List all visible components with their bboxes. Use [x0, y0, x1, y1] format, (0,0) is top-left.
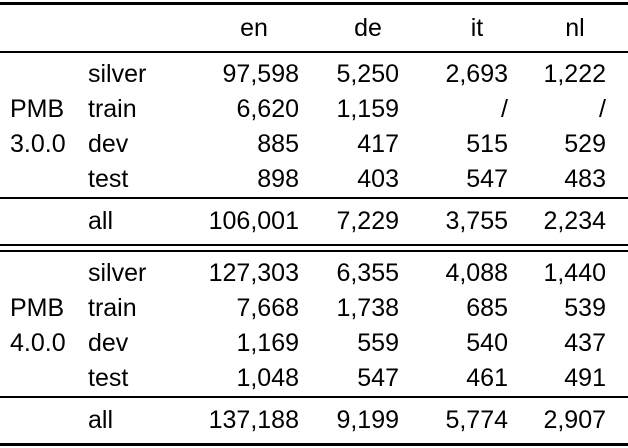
version-label: 3.0.0: [10, 130, 66, 158]
version-label: [0, 197, 88, 246]
stage-label: dev: [88, 130, 129, 158]
stage-label: train: [88, 95, 137, 123]
row-pmb4-silver: silver 127,303 6,355 4,088 1,440: [0, 251, 628, 291]
row-pmb3-test: test 898 403 547 483: [0, 162, 628, 198]
row-pmb4-test: test 1,048 547 461 491: [0, 361, 628, 397]
row-pmb3-train: PMB train 6,620 1,159 / /: [0, 92, 628, 127]
row-pmb4-train: PMB train 7,668 1,738 685 539: [0, 291, 628, 326]
value-cell: 403: [357, 165, 399, 193]
column-header-en: en: [175, 3, 299, 53]
stage-label: test: [88, 364, 129, 392]
header-row: en de it nl: [0, 3, 628, 53]
row-pmb4-dev: 4.0.0 dev 1,169 559 540 437: [0, 326, 628, 361]
value-cell: 1,440: [543, 259, 606, 287]
value-cell: 1,159: [336, 95, 399, 123]
version-label: PMB: [10, 294, 65, 322]
stage-label: silver: [88, 259, 147, 287]
value-cell: 6,620: [236, 95, 299, 123]
value-cell: 1,048: [236, 364, 299, 392]
row-pmb3-dev: 3.0.0 dev 885 417 515 529: [0, 127, 628, 162]
column-header-it: it: [399, 3, 508, 53]
column-header-de-label: de: [354, 14, 382, 42]
value-cell: 1,738: [336, 294, 399, 322]
value-cell: 898: [257, 165, 299, 193]
double-rule-gap: [0, 245, 628, 252]
value-cell: 461: [466, 364, 508, 392]
version-label: 4.0.0: [10, 329, 66, 357]
column-header-it-label: it: [470, 14, 484, 42]
value-cell: 6,355: [336, 259, 399, 287]
value-cell: 1,222: [543, 60, 606, 88]
column-header-nl-label: nl: [565, 14, 585, 42]
version-label: [0, 396, 88, 445]
value-cell: 539: [564, 294, 606, 322]
value-cell: 437: [564, 329, 606, 357]
value-cell: 7,668: [236, 294, 299, 322]
header-empty-version: [0, 3, 88, 53]
value-cell: /: [501, 95, 508, 123]
row-pmb4-all: all 137,188 9,199 5,774 2,907: [0, 396, 628, 445]
stage-label: train: [88, 294, 137, 322]
value-cell: 5,250: [336, 60, 399, 88]
value-cell: 9,199: [299, 396, 399, 445]
value-cell: 2,234: [508, 197, 628, 246]
row-pmb3-silver: silver 97,598 5,250 2,693 1,222: [0, 52, 628, 92]
version-label: [0, 251, 88, 291]
value-cell: 5,774: [399, 396, 508, 445]
value-cell: 559: [357, 329, 399, 357]
row-pmb3-all: all 106,001 7,229 3,755 2,234: [0, 197, 628, 246]
value-cell: 127,303: [208, 259, 299, 287]
stage-label: all: [88, 396, 175, 445]
value-cell: 547: [357, 364, 399, 392]
value-cell: 2,693: [445, 60, 508, 88]
header-empty-stage: [88, 3, 175, 53]
value-cell: 491: [564, 364, 606, 392]
column-header-de: de: [299, 3, 399, 53]
value-cell: 1,169: [236, 329, 299, 357]
value-cell: 540: [466, 329, 508, 357]
value-cell: 515: [466, 130, 508, 158]
value-cell: 529: [564, 130, 606, 158]
stage-label: dev: [88, 329, 129, 357]
value-cell: 417: [357, 130, 399, 158]
value-cell: /: [599, 95, 606, 123]
value-cell: 4,088: [445, 259, 508, 287]
version-label: [0, 361, 88, 397]
stage-label: silver: [88, 60, 147, 88]
value-cell: 685: [466, 294, 508, 322]
version-label: PMB: [10, 95, 65, 123]
value-cell: 3,755: [399, 197, 508, 246]
stage-label: test: [88, 165, 129, 193]
stage-label: all: [88, 197, 175, 246]
value-cell: 97,598: [222, 60, 299, 88]
value-cell: 137,188: [175, 396, 299, 445]
column-header-en-label: en: [240, 14, 268, 42]
value-cell: 885: [257, 130, 299, 158]
version-label: [0, 162, 88, 198]
value-cell: 2,907: [508, 396, 628, 445]
value-cell: 7,229: [299, 197, 399, 246]
double-rule-spacer: [0, 245, 628, 252]
value-cell: 106,001: [175, 197, 299, 246]
value-cell: 483: [564, 165, 606, 193]
column-header-nl: nl: [508, 3, 628, 53]
version-label: [0, 52, 88, 92]
value-cell: 547: [466, 165, 508, 193]
